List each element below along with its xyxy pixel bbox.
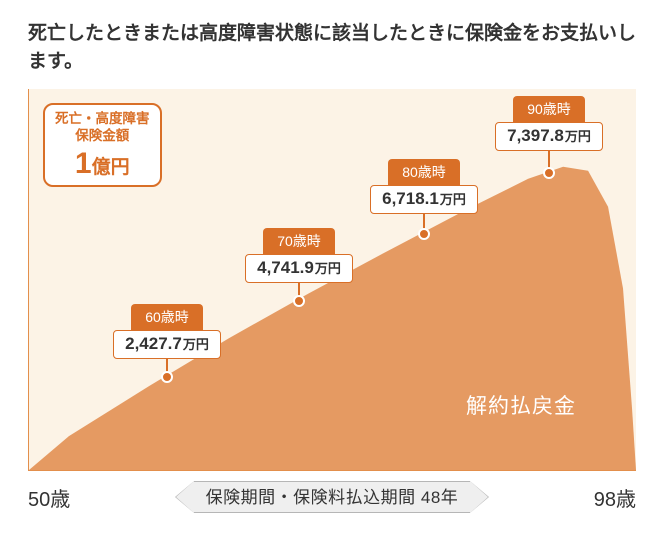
age-chip: 70歳時	[263, 228, 335, 254]
surrender-value-chart: 死亡・高度障害 保険金額 1億円 解約払戻金 60歳時2,427.7万円70歳時…	[28, 89, 636, 471]
insured-amount-unit: 億円	[92, 157, 130, 178]
value-unit: 万円	[565, 129, 591, 144]
data-point: 80歳時6,718.1万円	[370, 159, 478, 240]
value-chip: 6,718.1万円	[370, 185, 478, 214]
age-chip: 60歳時	[131, 304, 203, 330]
insured-caption-line2: 保険金額	[55, 128, 150, 145]
value-number: 7,397.8	[507, 126, 564, 145]
value-unit: 万円	[440, 192, 466, 207]
data-point: 70歳時4,741.9万円	[245, 228, 353, 307]
insured-caption-line1: 死亡・高度障害	[55, 111, 150, 128]
value-number: 6,718.1	[382, 189, 439, 208]
insured-amount-box: 死亡・高度障害 保険金額 1億円	[43, 103, 162, 187]
data-point-marker	[418, 228, 430, 240]
value-number: 2,427.7	[125, 334, 182, 353]
bottom-row: 50歳 保険期間・保険料払込期間 48年 98歳	[28, 481, 636, 513]
headline: 死亡したときまたは高度障害状態に該当したときに保険金をお支払いします。	[28, 20, 636, 75]
period-banner: 保険期間・保険料払込期間 48年	[176, 481, 489, 513]
period-text: 保険期間・保険料払込期間 48年	[194, 481, 471, 513]
data-point: 60歳時2,427.7万円	[113, 304, 221, 383]
refund-label: 解約払戻金	[466, 390, 576, 420]
value-number: 4,741.9	[257, 258, 314, 277]
axis-end-age: 98歳	[594, 483, 636, 512]
value-unit: 万円	[183, 337, 209, 352]
axis-start-age: 50歳	[28, 483, 70, 512]
data-point-marker	[543, 167, 555, 179]
age-chip: 80歳時	[388, 159, 460, 185]
value-unit: 万円	[315, 261, 341, 276]
value-chip: 4,741.9万円	[245, 254, 353, 283]
value-chip: 7,397.8万円	[495, 122, 603, 151]
insured-amount-number: 1	[75, 147, 91, 180]
arrow-left-icon	[176, 481, 194, 513]
data-point-marker	[161, 371, 173, 383]
arrow-right-icon	[470, 481, 488, 513]
data-point-marker	[293, 295, 305, 307]
data-point: 90歳時7,397.8万円	[495, 96, 603, 179]
age-chip: 90歳時	[513, 96, 585, 122]
insured-amount: 1億円	[55, 147, 150, 181]
value-chip: 2,427.7万円	[113, 330, 221, 359]
